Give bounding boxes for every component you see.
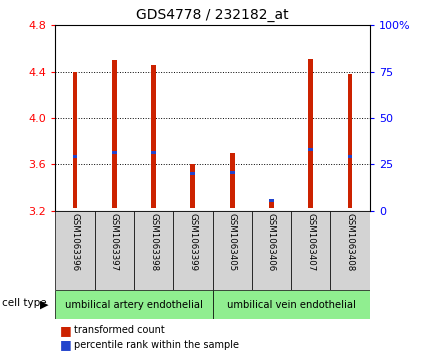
Bar	[348, 155, 352, 158]
Text: umbilical artery endothelial: umbilical artery endothelial	[65, 300, 203, 310]
Bar	[190, 172, 195, 175]
Bar	[55, 290, 212, 319]
Text: GSM1063408: GSM1063408	[346, 213, 354, 271]
Bar	[230, 171, 235, 174]
Bar	[112, 60, 116, 208]
Text: GSM1063399: GSM1063399	[188, 213, 197, 271]
Bar	[55, 211, 94, 290]
Text: GSM1063406: GSM1063406	[267, 213, 276, 271]
Bar	[252, 211, 291, 290]
Bar	[94, 211, 134, 290]
Text: GSM1063405: GSM1063405	[228, 213, 237, 271]
Bar	[269, 199, 274, 208]
Bar	[112, 151, 116, 154]
Bar	[269, 199, 274, 202]
Bar	[331, 211, 370, 290]
Bar	[190, 164, 195, 208]
Text: GSM1063396: GSM1063396	[71, 213, 79, 271]
Text: ■: ■	[60, 324, 71, 337]
Bar	[291, 211, 331, 290]
Text: GSM1063407: GSM1063407	[306, 213, 315, 271]
Text: transformed count: transformed count	[74, 325, 165, 335]
Text: cell type: cell type	[2, 298, 47, 308]
Text: percentile rank within the sample: percentile rank within the sample	[74, 340, 239, 350]
Text: GSM1063398: GSM1063398	[149, 213, 158, 271]
Text: GSM1063397: GSM1063397	[110, 213, 119, 271]
Bar	[73, 155, 77, 158]
Bar	[230, 153, 235, 208]
Bar	[348, 74, 352, 208]
Bar	[134, 211, 173, 290]
Text: ▶: ▶	[40, 300, 49, 310]
Bar	[309, 148, 313, 151]
Bar	[212, 211, 252, 290]
Bar	[151, 151, 156, 154]
Text: umbilical vein endothelial: umbilical vein endothelial	[227, 300, 356, 310]
Bar	[212, 290, 370, 319]
Bar	[173, 211, 212, 290]
Bar	[151, 65, 156, 208]
Bar	[309, 59, 313, 208]
Title: GDS4778 / 232182_at: GDS4778 / 232182_at	[136, 8, 289, 22]
Text: ■: ■	[60, 338, 71, 351]
Bar	[73, 72, 77, 208]
